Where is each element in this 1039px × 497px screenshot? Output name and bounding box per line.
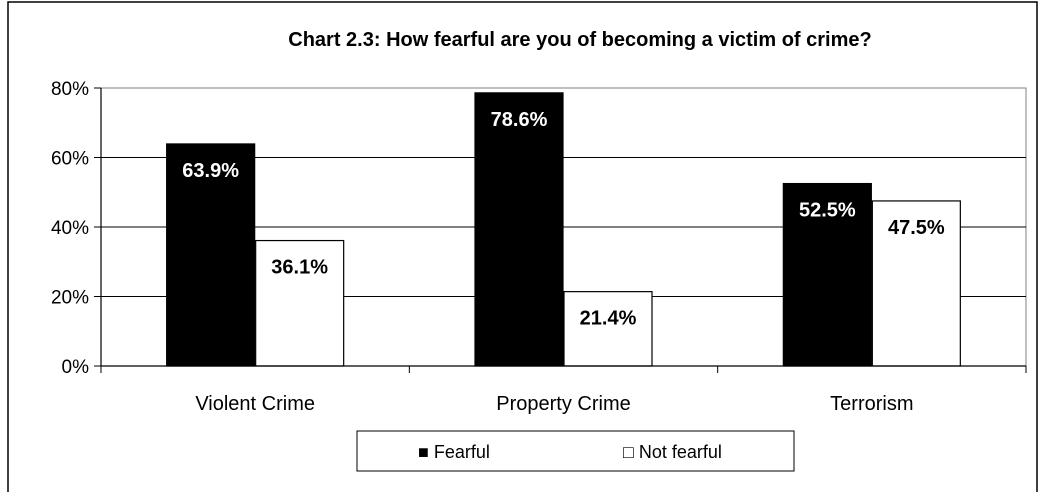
bar	[871, 200, 961, 367]
axes	[94, 87, 1027, 373]
bar	[563, 291, 653, 367]
legend: ■ Fearful □ Not fearful	[356, 430, 795, 472]
labels: 0% 20% 40% 60% 80% 63.9% 36.1% Violent Crime 78.…	[51, 79, 945, 415]
data-label: 63.9%	[182, 160, 239, 182]
data-label: 21.4%	[580, 308, 637, 330]
y-tick-label: 60%	[51, 149, 89, 170]
data-label: 52.5%	[799, 200, 856, 222]
bar	[474, 92, 564, 367]
legend-box	[356, 430, 795, 472]
data-label: 47.5%	[888, 217, 945, 239]
data-label: 78.6%	[491, 109, 548, 131]
bar	[782, 182, 872, 367]
y-tick-label: 0%	[62, 357, 90, 378]
y-tick-label: 20%	[51, 288, 89, 309]
legend-item-fearful: ■ Fearful	[418, 442, 490, 462]
chart-title: Chart 2.3: How fearful are you of becomi…	[288, 29, 871, 51]
x-tick-label: Property Crime	[496, 393, 630, 415]
chart-border	[7, 1, 1038, 492]
x-tick-label: Terrorism	[830, 393, 913, 415]
y-tick-label: 40%	[51, 218, 89, 239]
legend-item-not-fearful: □ Not fearful	[623, 442, 722, 462]
bar	[166, 143, 256, 367]
y-tick-label: 80%	[51, 79, 89, 100]
data-label: 36.1%	[271, 257, 328, 279]
bars	[166, 92, 961, 367]
x-tick-label: Violent Crime	[195, 393, 315, 415]
